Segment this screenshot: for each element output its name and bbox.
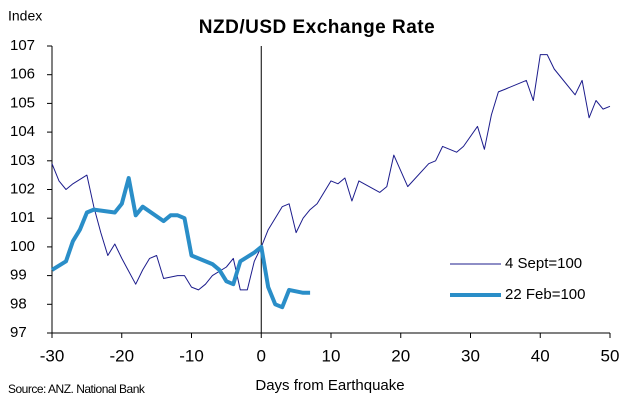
y-tick-label: 104 <box>10 123 35 140</box>
x-tick-label: 20 <box>391 346 410 365</box>
x-tick-label: -30 <box>40 346 65 365</box>
y-axis-label: Index <box>8 8 42 24</box>
y-tick-label: 105 <box>10 94 35 111</box>
y-tick-label: 99 <box>10 267 27 284</box>
y-tick-label: 106 <box>10 66 35 83</box>
x-tick-label: 50 <box>601 346 620 365</box>
y-tick-label: 103 <box>10 152 35 169</box>
legend-label: 4 Sept=100 <box>505 255 582 272</box>
y-tick-label: 107 <box>10 37 35 54</box>
chart-title: NZD/USD Exchange Rate <box>199 17 435 38</box>
legend-label: 22 Feb=100 <box>505 286 586 303</box>
y-tick-label: 100 <box>10 238 35 255</box>
y-tick-label: 97 <box>10 324 27 341</box>
x-tick-label: -10 <box>179 346 204 365</box>
series-line <box>50 176 311 310</box>
x-tick-label: 30 <box>461 346 480 365</box>
x-tick-label: 0 <box>257 346 266 365</box>
source-note: Source: ANZ. National Bank <box>8 382 146 396</box>
series-line <box>51 54 611 291</box>
y-tick-label: 102 <box>10 180 35 197</box>
x-tick-label: 40 <box>531 346 550 365</box>
x-axis-label: Days from Earthquake <box>255 377 404 394</box>
y-tick-label: 101 <box>10 209 35 226</box>
x-tick-label: 10 <box>322 346 341 365</box>
x-tick-label: -20 <box>109 346 134 365</box>
y-tick-label: 98 <box>10 295 27 312</box>
